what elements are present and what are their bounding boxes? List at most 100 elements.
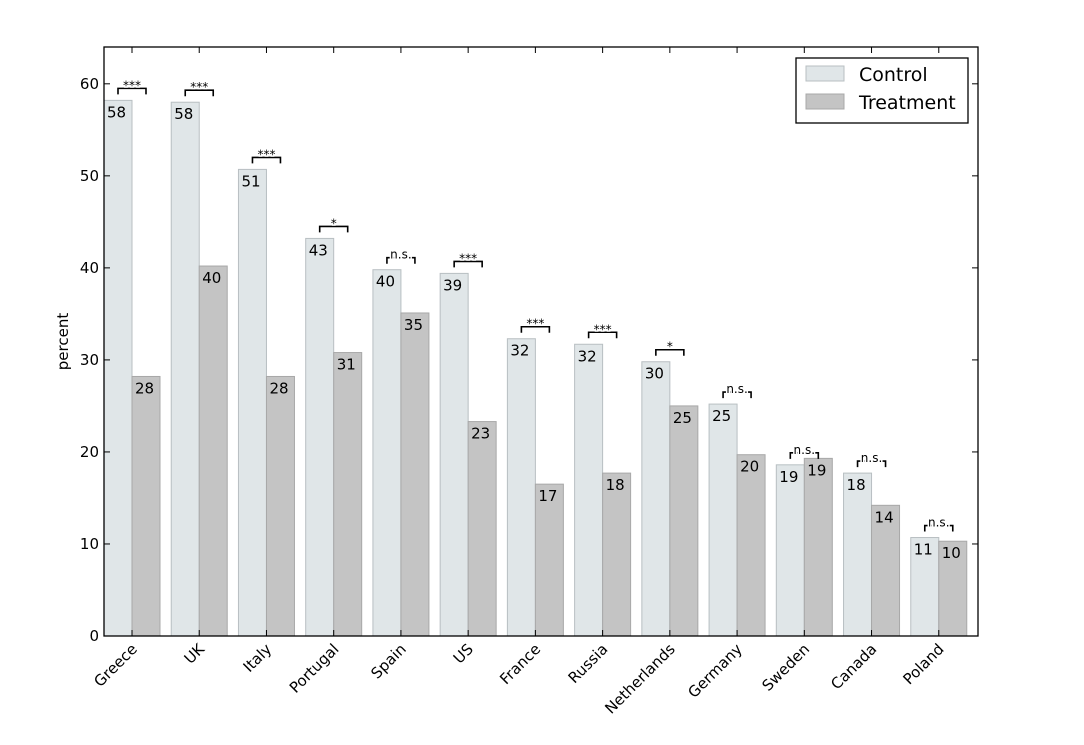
bar-value-treatment-uk: 40 [202, 269, 221, 287]
bar-treatment-greece [131, 375, 161, 637]
bar-treatment-russia [602, 472, 632, 637]
legend-label-treatment: Treatment [858, 92, 956, 114]
bar-treatment-us [467, 421, 497, 637]
bar-value-treatment-greece: 28 [135, 379, 154, 397]
y-tick-label-30: 30 [80, 351, 99, 369]
bar-treatment-spain [400, 312, 430, 637]
x-tick-label-canada: Canada [827, 640, 880, 693]
bar-value-control-poland: 11 [914, 541, 933, 559]
y-axis-label: percent [54, 313, 72, 371]
significance-bracket-canada [856, 460, 887, 468]
significance-bracket-russia [587, 331, 618, 339]
y-tick-label-10: 10 [80, 535, 99, 553]
bar-treatment-uk [198, 265, 228, 637]
bar-value-treatment-italy: 28 [269, 379, 288, 397]
bar-value-control-sweden: 19 [779, 468, 798, 486]
significance-label-spain: n.s. [390, 248, 412, 262]
bar-control-spain [372, 269, 402, 637]
bar-control-germany [708, 403, 738, 637]
bars-layer [103, 99, 968, 637]
y-tick-label-20: 20 [80, 443, 99, 461]
x-tick-label-sweden: Sweden [758, 640, 813, 695]
bar-value-control-uk: 58 [174, 105, 193, 123]
significance-bracket-portugal [318, 225, 349, 233]
significance-bracket-germany [722, 391, 752, 399]
significance-label-canada: n.s. [861, 451, 883, 465]
bar-value-treatment-netherlands: 25 [673, 409, 692, 427]
significance-label-us: *** [459, 251, 477, 265]
significance-layer: *** *******n.s. ****** ****n.s.n.s.n.s.n.s. [117, 77, 954, 532]
significance-label-france: *** [526, 317, 544, 331]
bar-value-treatment-poland: 10 [942, 544, 961, 562]
bar-treatment-netherlands [669, 405, 699, 637]
significance-bracket-italy [251, 156, 282, 164]
significance-bracket-poland [923, 524, 954, 532]
bar-control-sweden [775, 464, 805, 637]
significance-label-italy: *** [257, 147, 275, 161]
significance-bracket-france [520, 325, 551, 333]
legend-label-control: Control [859, 64, 928, 86]
bar-control-russia [574, 343, 604, 637]
bar-treatment-portugal [333, 352, 363, 637]
x-tick-label-uk: UK [181, 639, 209, 667]
y-tick-label-0: 0 [89, 627, 99, 645]
bar-control-uk [170, 101, 200, 637]
significance-label-poland: n.s. [928, 516, 950, 530]
bar-value-control-italy: 51 [241, 172, 260, 190]
bar-control-poland [910, 537, 940, 637]
significance-label-greece: *** [123, 78, 141, 92]
bar-value-treatment-us: 23 [471, 425, 490, 443]
bar-control-portugal [305, 237, 335, 637]
bar-value-control-russia: 32 [578, 347, 597, 365]
bar-value-control-germany: 25 [712, 407, 731, 425]
significance-label-sweden: n.s. [794, 443, 816, 457]
x-tick-label-italy: Italy [240, 640, 276, 676]
bar-treatment-germany [736, 454, 766, 637]
significance-bracket-sweden [789, 452, 820, 459]
significance-label-portugal: * [331, 216, 337, 230]
bar-control-france [506, 338, 536, 637]
y-tick-label-50: 50 [80, 167, 99, 185]
bar-value-treatment-spain: 35 [404, 316, 423, 334]
y-axis-ticks: 0 10 20 30 40 50 60 [80, 75, 978, 645]
bar-value-control-france: 32 [510, 342, 529, 360]
bar-value-treatment-france: 17 [538, 487, 557, 505]
bar-value-treatment-germany: 20 [740, 458, 759, 476]
bar-treatment-sweden [803, 457, 833, 637]
bar-control-us [439, 272, 469, 637]
bar-value-control-canada: 18 [847, 476, 866, 494]
bar-control-canada [843, 472, 873, 637]
bar-treatment-canada [871, 504, 901, 637]
bar-value-control-spain: 40 [376, 273, 395, 291]
x-tick-label-germany: Germany [684, 640, 746, 702]
bar-value-control-greece: 58 [107, 103, 126, 121]
x-tick-label-spain: Spain [367, 640, 409, 682]
bar-control-greece [103, 99, 133, 637]
x-tick-label-portugal: Portugal [286, 640, 343, 697]
y-tick-label-60: 60 [80, 75, 99, 93]
bar-treatment-france [534, 483, 564, 637]
bar-value-treatment-russia: 18 [606, 476, 625, 494]
bar-treatment-italy [265, 375, 295, 637]
x-tick-label-netherlands: Netherlands [601, 640, 679, 718]
bar-labels-layer: 58 28 58 40 51 28 43 31 40 35 39 23 32 17 32 18 30 25 25 20… [107, 103, 961, 562]
legend: Control Treatment [795, 57, 969, 124]
x-tick-label-russia: Russia [565, 640, 612, 687]
bar-value-control-portugal: 43 [309, 241, 328, 259]
bar-value-treatment-portugal: 31 [337, 356, 356, 374]
x-tick-label-us: US [450, 640, 477, 667]
bar-value-control-us: 39 [443, 276, 462, 294]
significance-bracket-spain [386, 256, 416, 264]
significance-label-russia: *** [594, 322, 612, 336]
x-tick-label-greece: Greece [90, 640, 140, 690]
significance-label-germany: n.s. [726, 382, 748, 396]
legend-swatch-treatment [805, 93, 845, 110]
significance-bracket-uk [184, 89, 215, 97]
plot-area-frame [103, 46, 979, 637]
bar-value-control-netherlands: 30 [645, 365, 664, 383]
significance-label-uk: *** [190, 80, 208, 94]
bar-value-treatment-canada: 14 [875, 508, 894, 526]
bar-control-netherlands [641, 361, 671, 637]
y-tick-label-40: 40 [80, 259, 99, 277]
